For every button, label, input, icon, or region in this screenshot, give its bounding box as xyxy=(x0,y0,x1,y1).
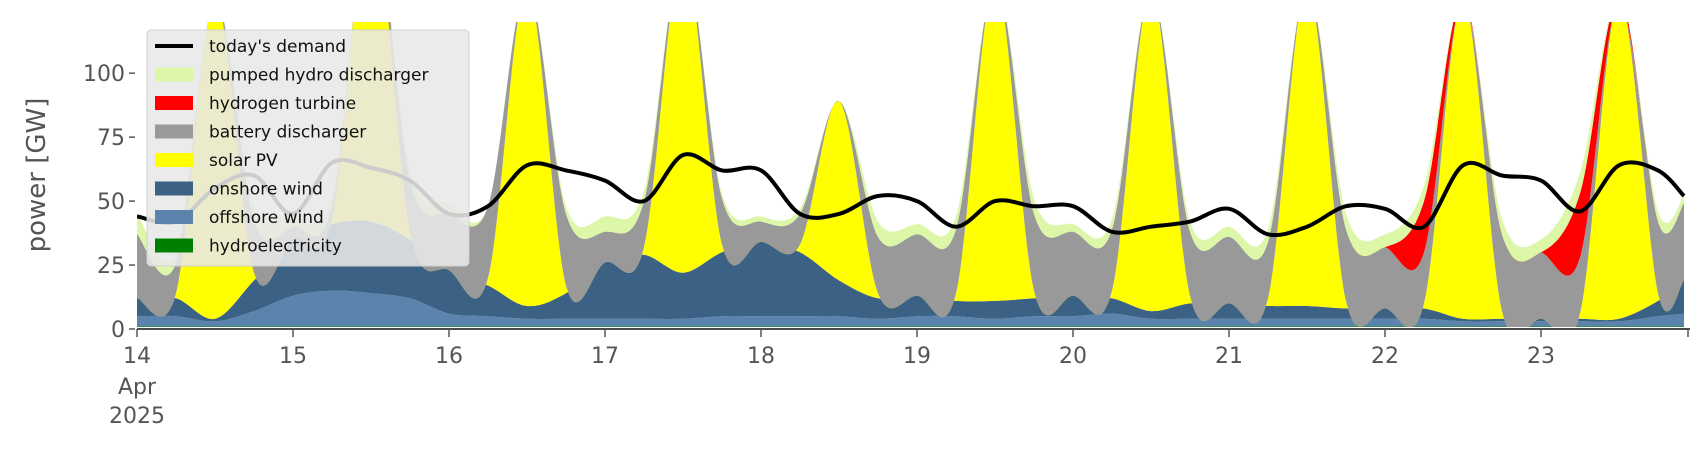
x-tick-label: 14 xyxy=(123,344,151,369)
area-onshore-wind xyxy=(137,220,1684,322)
stacked-areas xyxy=(137,22,1684,327)
x-tick-label: 17 xyxy=(591,344,619,369)
x-tick-label: 22 xyxy=(1371,344,1399,369)
y-axis-label: power [GW] xyxy=(22,98,52,253)
legend-label-pumped-hydro-discharger: pumped hydro discharger xyxy=(209,66,428,86)
y-axis-label-group: power [GW] xyxy=(22,98,52,253)
x-tick-year: 2025 xyxy=(109,404,165,429)
legend-label-hydrogen-turbine: hydrogen turbine xyxy=(209,94,356,114)
legend-label-onshore-wind: onshore wind xyxy=(209,180,323,200)
area-pumped-hydro-discharger xyxy=(137,22,1684,276)
y-tick-label: 25 xyxy=(97,254,125,279)
legend-label-solar-pv: solar PV xyxy=(209,151,278,171)
legend: today's demand pumped hydro discharger hyd… xyxy=(146,29,470,267)
y-tick-label: 75 xyxy=(97,126,125,151)
y-tick-label: 50 xyxy=(97,190,125,215)
legend-swatch-hydroelectricity xyxy=(155,238,193,253)
area-battery-discharger xyxy=(137,22,1684,327)
legend-swatch-offshore-wind xyxy=(155,210,193,224)
x-tick-label: 23 xyxy=(1527,344,1555,369)
y-tick-label: 0 xyxy=(111,318,125,343)
legend-label-hydroelectricity: hydroelectricity xyxy=(209,237,342,257)
legend-swatch-hydrogen-turbine xyxy=(155,96,193,110)
legend-label-today-s-demand: today's demand xyxy=(209,37,346,57)
legend-swatch-battery-discharger xyxy=(155,124,193,139)
x-tick-label: 21 xyxy=(1215,344,1243,369)
x-tick-month: Apr xyxy=(118,375,157,400)
legend-box xyxy=(146,29,470,267)
y-tick-label: 100 xyxy=(83,62,125,87)
legend-swatch-onshore-wind xyxy=(155,181,193,196)
x-tick-label: 18 xyxy=(747,344,775,369)
x-tick-label: 16 xyxy=(435,344,463,369)
x-tick-label: 15 xyxy=(279,344,307,369)
legend-label-offshore-wind: offshore wind xyxy=(209,208,324,228)
x-tick-label: 19 xyxy=(903,344,931,369)
area-hydroelectricity xyxy=(137,326,1684,327)
area-solar-pv xyxy=(137,22,1684,327)
legend-swatch-pumped-hydro-discharger xyxy=(155,67,193,82)
axes: 0 25 50 75 100 14 Apr 2025 15 16 17 18 19 20 21 22 23 xyxy=(83,62,1690,429)
legend-label-battery-discharger: battery discharger xyxy=(209,123,366,143)
x-tick-label: 20 xyxy=(1059,344,1087,369)
legend-swatch-solar-pv xyxy=(155,153,193,167)
